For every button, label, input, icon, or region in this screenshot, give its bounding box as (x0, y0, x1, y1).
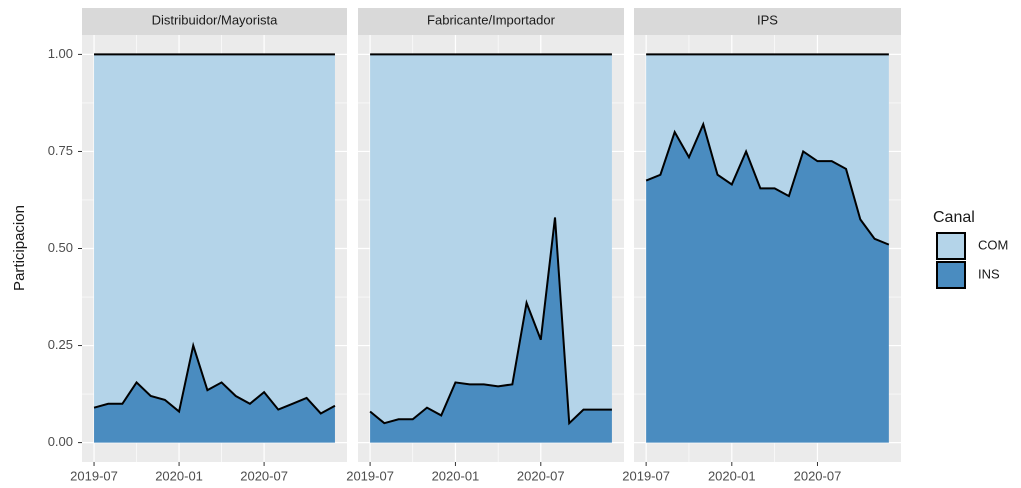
x-tick-label: 2020-07 (240, 468, 288, 483)
area (370, 217, 612, 443)
area-outline (93, 341, 336, 415)
y-tick-label: 0.75 (48, 143, 73, 158)
y-tick-label: 1.00 (48, 46, 73, 61)
y-tick-label: 0.00 (48, 434, 73, 449)
legend-title: Canal (933, 209, 975, 226)
strip (358, 8, 624, 35)
strip (82, 8, 347, 35)
y-tick-label: 0.50 (48, 240, 73, 255)
legend-label: INS (978, 266, 1000, 281)
panel-title: IPS (757, 12, 778, 27)
strip (634, 8, 901, 35)
x-tick-label: 2020-07 (794, 468, 842, 483)
area (646, 54, 889, 245)
area (646, 124, 889, 443)
x-tick-label: 2020-01 (708, 468, 756, 483)
area (94, 54, 335, 414)
x-tick-label: 2020-01 (155, 468, 203, 483)
area-outline (369, 217, 612, 426)
y-tick-label: 0.25 (48, 337, 73, 352)
x-tick-label: 2020-01 (432, 468, 480, 483)
x-tick-label: 2019-07 (622, 468, 670, 483)
panel-title: Distribuidor/Mayorista (152, 12, 278, 27)
legend-label: COM (978, 237, 1008, 252)
x-tick-label: 2019-07 (346, 468, 394, 483)
area (94, 345, 335, 443)
legend-key (936, 261, 966, 289)
area (370, 54, 612, 424)
x-tick-label: 2019-07 (70, 468, 118, 483)
area-outline (645, 121, 890, 246)
y-axis-label: Participacion (11, 205, 28, 291)
x-tick-label: 2020-07 (517, 468, 565, 483)
legend-key (936, 232, 966, 260)
panel-title: Fabricante/Importador (427, 12, 556, 27)
